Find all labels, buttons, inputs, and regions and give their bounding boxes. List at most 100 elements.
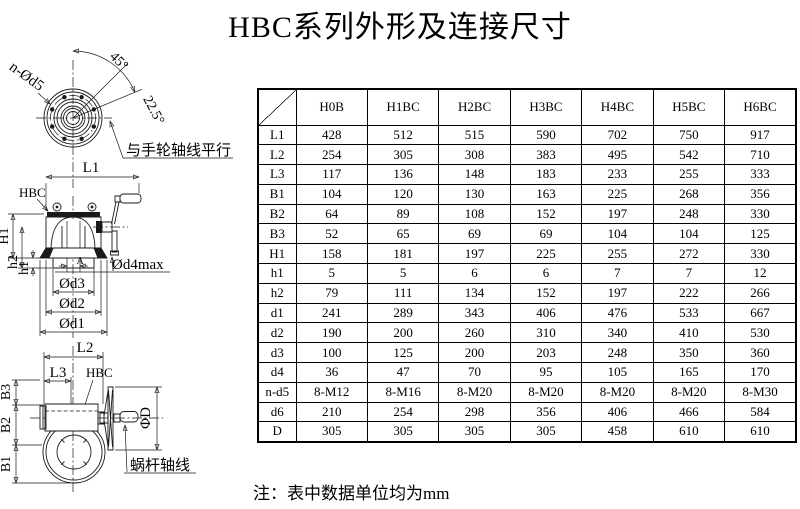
row-label: d6 [257, 401, 297, 423]
table-row: n-d5 8-M12 8-M16 8-M20 8-M20 8-M20 8-M20 8-M30 [257, 381, 797, 403]
dimension-value: 710 [724, 144, 797, 166]
dimension-value: 222 [652, 282, 726, 304]
dimension-value: 8-M20 [509, 381, 583, 403]
table-row: d1 241 289 343 406 476 533 667 [257, 302, 797, 324]
dimension-value: 136 [366, 164, 440, 185]
B3-label: B3 [0, 384, 14, 400]
dimension-value: 70 [438, 362, 511, 383]
angle-22-5-label: 22.5° [139, 94, 166, 128]
angle-45-label: 45° [106, 49, 130, 73]
dimension-value: 8-M20 [581, 381, 654, 403]
page-title: HBC系列外形及连接尺寸 [228, 11, 572, 44]
dimension-value: 305 [509, 421, 583, 443]
dimension-value: 200 [438, 342, 511, 364]
table-header-row: H0B H1BC H2BC H3BC H4BC H5BC H6BC [257, 88, 797, 126]
d4max-callout: Ød4max [55, 257, 170, 273]
dimension-value: 241 [295, 302, 368, 324]
dimension-value: 203 [509, 342, 583, 364]
dimension-value: 5 [366, 263, 440, 284]
d3-label: Ød3 [59, 276, 85, 292]
row-label: L3 [257, 164, 297, 185]
dimension-value: 183 [509, 164, 583, 185]
row-label: n-d5 [257, 381, 297, 403]
dimension-value: 360 [724, 342, 797, 364]
table-row: L1 428 512 515 590 702 750 917 [257, 124, 797, 146]
hbc-callout-side: HBC [19, 185, 48, 211]
L1-dimension: L1 [46, 160, 139, 211]
dimension-value: 298 [438, 401, 511, 423]
table-row: L3 117 136 148 183 233 255 333 [257, 164, 797, 185]
dimension-value: 406 [581, 401, 654, 423]
dimension-value: 8-M20 [652, 381, 726, 403]
dimension-value: 120 [366, 183, 440, 205]
dimension-value: 248 [652, 203, 726, 225]
L2-dimension: L2 [44, 340, 103, 404]
bolt-spec-callout: n-Ød5 [6, 59, 50, 104]
dimension-value: 406 [509, 302, 583, 324]
dimension-value: 410 [652, 322, 726, 344]
table-row: d6 210 254 298 356 406 466 584 [257, 401, 797, 423]
dimension-value: 197 [438, 243, 511, 265]
dimension-value: 52 [295, 223, 368, 245]
dimension-value: 210 [295, 401, 368, 423]
height-dimensions: H1 h2 h1 [0, 214, 52, 276]
row-label: d4 [257, 362, 297, 383]
column-header-H0B: H0B [295, 88, 368, 126]
bolt-spec-label: n-Ød5 [6, 59, 46, 94]
dimension-value: 6 [438, 263, 511, 284]
dimension-value: 917 [724, 124, 797, 146]
D-label: ΦD [138, 407, 154, 429]
dimension-value: 125 [366, 342, 440, 364]
dimension-value: 466 [652, 401, 726, 423]
column-header-H5BC: H5BC [652, 88, 726, 126]
dimension-value: 158 [295, 243, 368, 265]
dimension-value: 8-M12 [295, 381, 368, 403]
worm-housing [40, 404, 105, 483]
handwheel-axis-callout: 与手轮轴线平行 [110, 121, 233, 159]
B1-label: B1 [0, 456, 14, 472]
dimension-value: 117 [295, 164, 368, 185]
gearbox-body [40, 203, 107, 272]
dimension-value: 100 [295, 342, 368, 364]
row-label: d2 [257, 322, 297, 344]
dimension-value: 111 [366, 282, 440, 304]
dimension-value: 254 [366, 401, 440, 423]
table-row: h1 5 5 6 6 7 7 12 [257, 263, 797, 284]
column-header-H1BC: H1BC [366, 88, 440, 126]
handwheel-axis-note: 与手轮轴线平行 [126, 142, 231, 159]
dimension-value: 6 [509, 263, 583, 284]
d2-dimension: Ød2 [46, 260, 101, 316]
row-label: L1 [257, 124, 297, 146]
table-row: d2 190 200 260 310 340 410 530 [257, 322, 797, 344]
handwheel-edge [100, 387, 138, 450]
row-label: d1 [257, 302, 297, 324]
dimension-value: 305 [366, 144, 440, 166]
dimension-value: 330 [724, 243, 797, 265]
dimension-value: 255 [581, 243, 654, 265]
technical-drawings: 45° 22.5° n-Ød5 与手轮轴线平行 L1 [0, 40, 256, 509]
dimension-value: 152 [509, 282, 583, 304]
dimension-value: 225 [509, 243, 583, 265]
row-label: h1 [257, 263, 297, 284]
dimension-value: 152 [509, 203, 583, 225]
dimension-value: 310 [509, 322, 583, 344]
dimension-value: 105 [581, 362, 654, 383]
column-header-H2BC: H2BC [438, 88, 511, 126]
dimension-value: 383 [509, 144, 583, 166]
dimension-value: 69 [438, 223, 511, 245]
d2-label: Ød2 [59, 296, 85, 312]
dimension-value: 272 [652, 243, 726, 265]
dimension-value: 197 [581, 203, 654, 225]
dimension-value: 350 [652, 342, 726, 364]
L3-dimension: L3 [44, 365, 71, 404]
B-dimensions: B3 B2 B1 [0, 380, 70, 483]
angle-dimension: 45° 22.5° [73, 49, 167, 127]
dimension-value: 69 [509, 223, 583, 245]
dimension-value: 340 [581, 322, 654, 344]
dimension-value: 305 [366, 421, 440, 443]
row-label: B2 [257, 203, 297, 225]
dimension-value: 512 [366, 124, 440, 146]
dimension-value: 610 [724, 421, 797, 443]
units-note: 注：表中数据单位均为mm [253, 484, 450, 503]
